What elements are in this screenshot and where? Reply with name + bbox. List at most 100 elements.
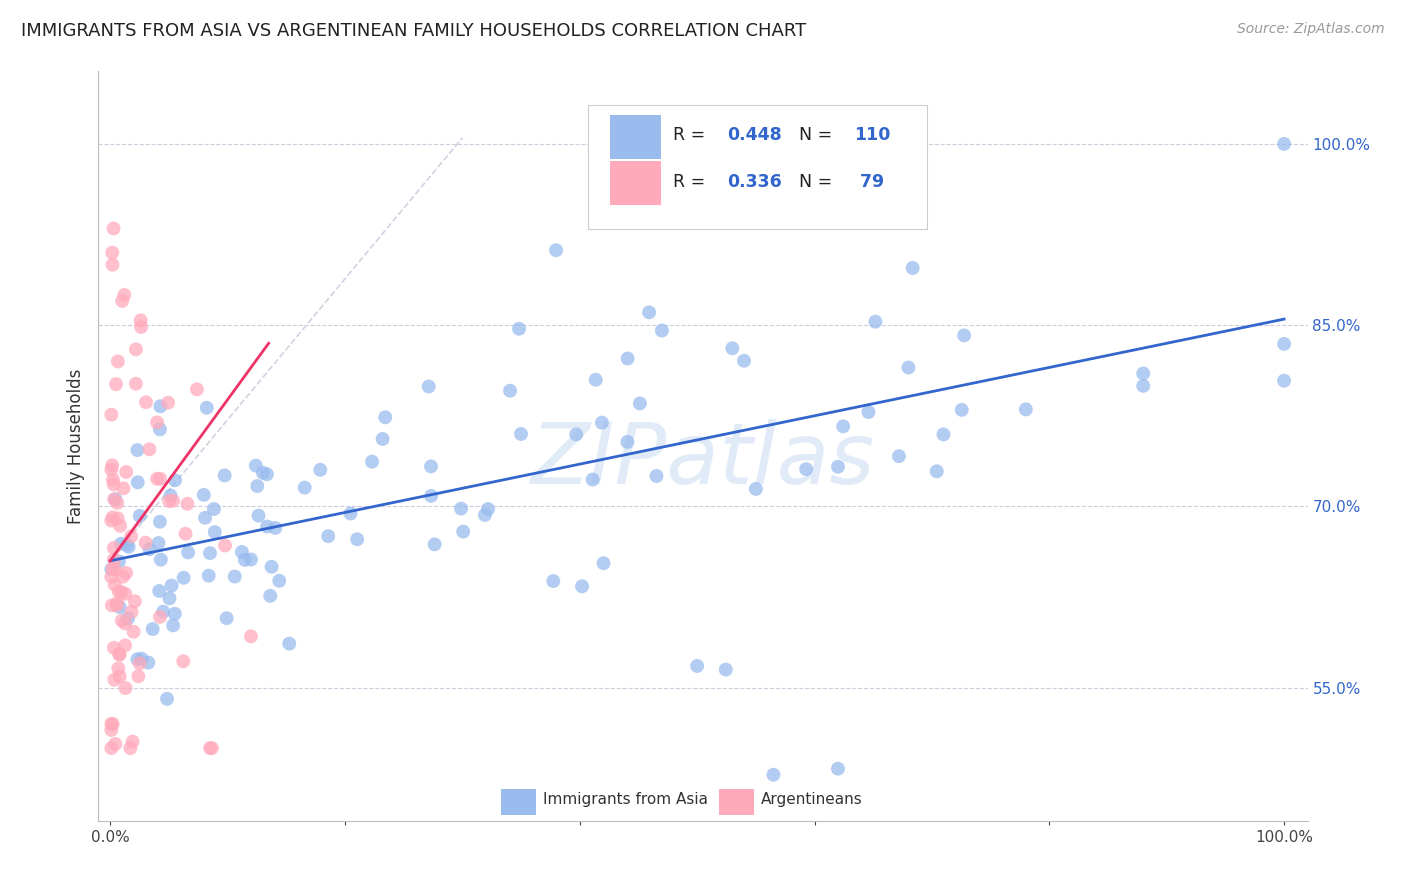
Point	[953, 328, 976, 343]
Point	[423, 537, 446, 551]
Point	[794, 462, 817, 476]
Point	[101, 510, 124, 524]
Point	[309, 463, 332, 477]
Point	[112, 481, 135, 495]
Point	[420, 459, 443, 474]
Point	[146, 472, 169, 486]
Point	[142, 622, 165, 636]
Point	[827, 762, 849, 776]
Point	[616, 351, 638, 366]
Point	[832, 419, 855, 434]
Point	[862, 179, 884, 194]
Point	[264, 521, 287, 535]
Point	[193, 488, 215, 502]
Text: 0.336: 0.336	[727, 172, 782, 191]
Text: R =: R =	[672, 172, 710, 191]
Text: 79: 79	[855, 172, 884, 191]
Point	[638, 305, 661, 319]
FancyBboxPatch shape	[610, 115, 661, 159]
Point	[1272, 374, 1295, 388]
Point	[215, 611, 238, 625]
Point	[159, 489, 181, 503]
Text: Immigrants from Asia: Immigrants from Asia	[543, 792, 709, 807]
Point	[129, 313, 152, 327]
Point	[858, 405, 880, 419]
Point	[103, 541, 125, 555]
FancyBboxPatch shape	[610, 161, 661, 205]
Point	[239, 552, 262, 566]
Point	[159, 591, 181, 606]
Point	[950, 403, 973, 417]
Point	[157, 494, 180, 508]
Point	[149, 515, 172, 529]
Point	[111, 293, 134, 308]
Point	[146, 416, 169, 430]
Point	[256, 519, 278, 533]
Point	[101, 562, 124, 576]
Point	[733, 353, 755, 368]
Point	[932, 427, 955, 442]
FancyBboxPatch shape	[718, 789, 754, 814]
Point	[157, 395, 180, 409]
Point	[197, 568, 219, 582]
Point	[110, 585, 132, 599]
Point	[508, 322, 530, 336]
Point	[887, 449, 910, 463]
Point	[128, 657, 150, 671]
Point	[477, 502, 499, 516]
Point	[645, 469, 668, 483]
Point	[1272, 337, 1295, 351]
Point	[108, 647, 131, 661]
Point	[127, 652, 149, 666]
Point	[581, 473, 603, 487]
Point	[149, 610, 172, 624]
Point	[105, 599, 128, 613]
Point	[125, 343, 148, 357]
Point	[100, 570, 122, 584]
Point	[316, 529, 339, 543]
Point	[103, 673, 125, 687]
Point	[152, 605, 174, 619]
Point	[247, 508, 270, 523]
Point	[100, 514, 122, 528]
Point	[214, 538, 236, 552]
Point	[101, 599, 124, 613]
Point	[110, 537, 132, 551]
Point	[239, 629, 262, 643]
Point	[108, 600, 131, 615]
Point	[160, 578, 183, 592]
Point	[260, 559, 283, 574]
Text: IMMIGRANTS FROM ASIA VS ARGENTINEAN FAMILY HOUSEHOLDS CORRELATION CHART: IMMIGRANTS FROM ASIA VS ARGENTINEAN FAMI…	[21, 22, 806, 40]
Point	[108, 648, 131, 662]
Point	[100, 463, 122, 477]
Point	[762, 768, 785, 782]
Point	[231, 545, 253, 559]
Point	[148, 584, 170, 599]
Point	[101, 473, 124, 487]
Point	[108, 669, 131, 683]
Point	[420, 489, 443, 503]
Point	[269, 574, 291, 588]
Point	[177, 545, 200, 559]
Text: Argentineans: Argentineans	[761, 792, 863, 807]
Point	[616, 434, 638, 449]
Point	[124, 594, 146, 608]
Point	[361, 455, 384, 469]
Point	[118, 540, 141, 554]
Point	[129, 320, 152, 334]
Point	[101, 717, 124, 731]
Point	[721, 341, 744, 355]
Text: Source: ZipAtlas.com: Source: ZipAtlas.com	[1237, 22, 1385, 37]
Point	[585, 373, 607, 387]
Point	[103, 640, 125, 655]
Point	[149, 472, 172, 486]
Point	[125, 376, 148, 391]
Point	[121, 734, 143, 748]
Text: R =: R =	[672, 126, 710, 144]
Point	[214, 468, 236, 483]
Point	[136, 656, 159, 670]
Point	[105, 496, 128, 510]
Point	[901, 260, 924, 275]
Point	[120, 741, 142, 756]
Point	[173, 571, 195, 585]
